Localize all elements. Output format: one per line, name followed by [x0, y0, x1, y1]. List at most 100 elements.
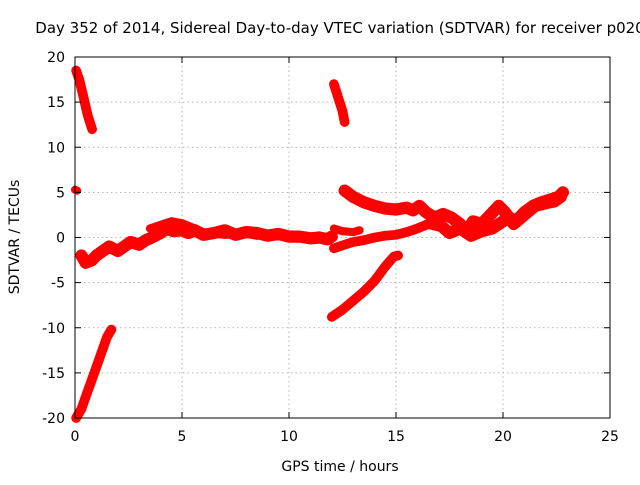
- data-point: [126, 238, 135, 247]
- data-point: [505, 213, 514, 222]
- data-point: [329, 244, 338, 253]
- data-point: [178, 219, 186, 228]
- series-line: [329, 79, 350, 127]
- data-point: [340, 240, 349, 249]
- data-point: [83, 111, 92, 120]
- x-tick-label: 10: [280, 429, 298, 445]
- data-point: [83, 386, 92, 395]
- x-tick-label: 20: [494, 429, 512, 445]
- y-tick-label: -20: [42, 411, 65, 427]
- data-point: [402, 228, 411, 237]
- data-point: [499, 217, 507, 226]
- data-point: [338, 227, 347, 236]
- data-point: [466, 231, 475, 240]
- data-point: [184, 228, 193, 237]
- data-point: [77, 251, 86, 260]
- data-point: [98, 247, 107, 256]
- data-point: [370, 201, 379, 210]
- data-point: [546, 195, 555, 204]
- data-point: [494, 201, 503, 210]
- data-point: [394, 251, 403, 260]
- data-series-arc-a: [71, 65, 97, 135]
- data-series-arc-e: [145, 217, 272, 240]
- data-point: [329, 224, 338, 233]
- data-point: [323, 235, 332, 244]
- data-point: [488, 224, 497, 233]
- x-tick-label: 5: [178, 429, 187, 445]
- data-point: [92, 251, 101, 260]
- data-point: [314, 233, 323, 242]
- data-point: [186, 222, 195, 231]
- data-point: [445, 228, 454, 237]
- data-point: [381, 204, 390, 213]
- data-point: [178, 226, 186, 235]
- data-point: [77, 404, 86, 413]
- y-tick-label: -10: [42, 321, 65, 337]
- data-point: [528, 201, 537, 210]
- data-point: [338, 305, 347, 314]
- data-point: [409, 206, 418, 215]
- data-point: [558, 188, 567, 197]
- data-point: [413, 224, 422, 233]
- data-point: [113, 247, 122, 256]
- data-point: [334, 93, 343, 102]
- data-point: [107, 325, 116, 334]
- data-point: [96, 350, 105, 359]
- data-point: [285, 232, 293, 241]
- data-point: [349, 192, 358, 201]
- chart-title: Day 352 of 2014, Sidereal Day-to-day VTE…: [35, 19, 640, 37]
- y-tick-label: 20: [47, 50, 65, 66]
- data-point: [327, 232, 336, 241]
- data-point: [156, 220, 165, 229]
- data-point: [88, 125, 97, 134]
- data-point: [148, 233, 157, 242]
- data-point: [72, 66, 81, 75]
- data-point: [359, 198, 368, 207]
- data-point: [263, 230, 272, 239]
- data-series-arc-j: [326, 250, 403, 322]
- data-point: [329, 80, 338, 89]
- data-point: [88, 256, 97, 265]
- series-line: [326, 250, 403, 322]
- data-point: [135, 240, 144, 249]
- data-point: [424, 219, 433, 228]
- data-point: [456, 224, 465, 233]
- data-point: [469, 217, 478, 226]
- x-axis-label: GPS time / hours: [281, 459, 398, 475]
- data-point: [73, 186, 82, 195]
- data-point: [169, 227, 178, 236]
- data-point: [145, 224, 154, 233]
- data-point: [392, 205, 400, 214]
- data-point: [167, 217, 176, 226]
- data-point: [381, 262, 390, 271]
- data-point: [402, 203, 411, 212]
- data-point: [511, 217, 520, 226]
- data-point: [370, 233, 379, 242]
- data-point: [486, 210, 495, 219]
- y-tick-label: 0: [56, 231, 65, 247]
- data-point: [439, 210, 448, 219]
- data-point: [340, 117, 349, 126]
- data-point: [199, 228, 208, 237]
- data-point: [421, 208, 430, 217]
- data-point: [252, 231, 261, 240]
- data-point: [415, 201, 424, 210]
- data-point: [392, 230, 400, 239]
- data-series-arc-k: [432, 186, 570, 242]
- data-point: [220, 230, 229, 239]
- data-point: [447, 213, 456, 222]
- data-point: [274, 229, 283, 238]
- data-point: [520, 208, 529, 217]
- data-point: [295, 232, 304, 241]
- data-point: [340, 186, 349, 195]
- y-tick-label: 10: [47, 140, 65, 156]
- data-point: [141, 236, 150, 245]
- y-tick-label: 5: [56, 185, 65, 201]
- data-point: [359, 236, 368, 245]
- y-tick-label: -15: [42, 366, 65, 382]
- axis-ticks: 0 5 10 15 20 25 -20 -15 -10 -5 0 5 10 15 20: [42, 50, 619, 445]
- data-point: [349, 296, 358, 305]
- x-tick-label: 0: [71, 429, 80, 445]
- x-tick-label: 15: [387, 429, 405, 445]
- data-point: [103, 332, 112, 341]
